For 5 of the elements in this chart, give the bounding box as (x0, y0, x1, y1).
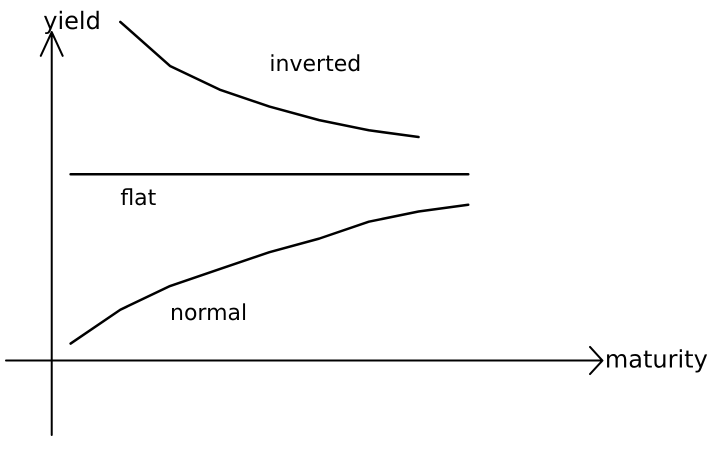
series-label: normal (170, 300, 248, 326)
y-axis-title: yield (43, 6, 101, 35)
series-label: flat (120, 186, 157, 211)
x-axis-title: maturity (604, 346, 708, 374)
series-label: inverted (269, 52, 362, 78)
